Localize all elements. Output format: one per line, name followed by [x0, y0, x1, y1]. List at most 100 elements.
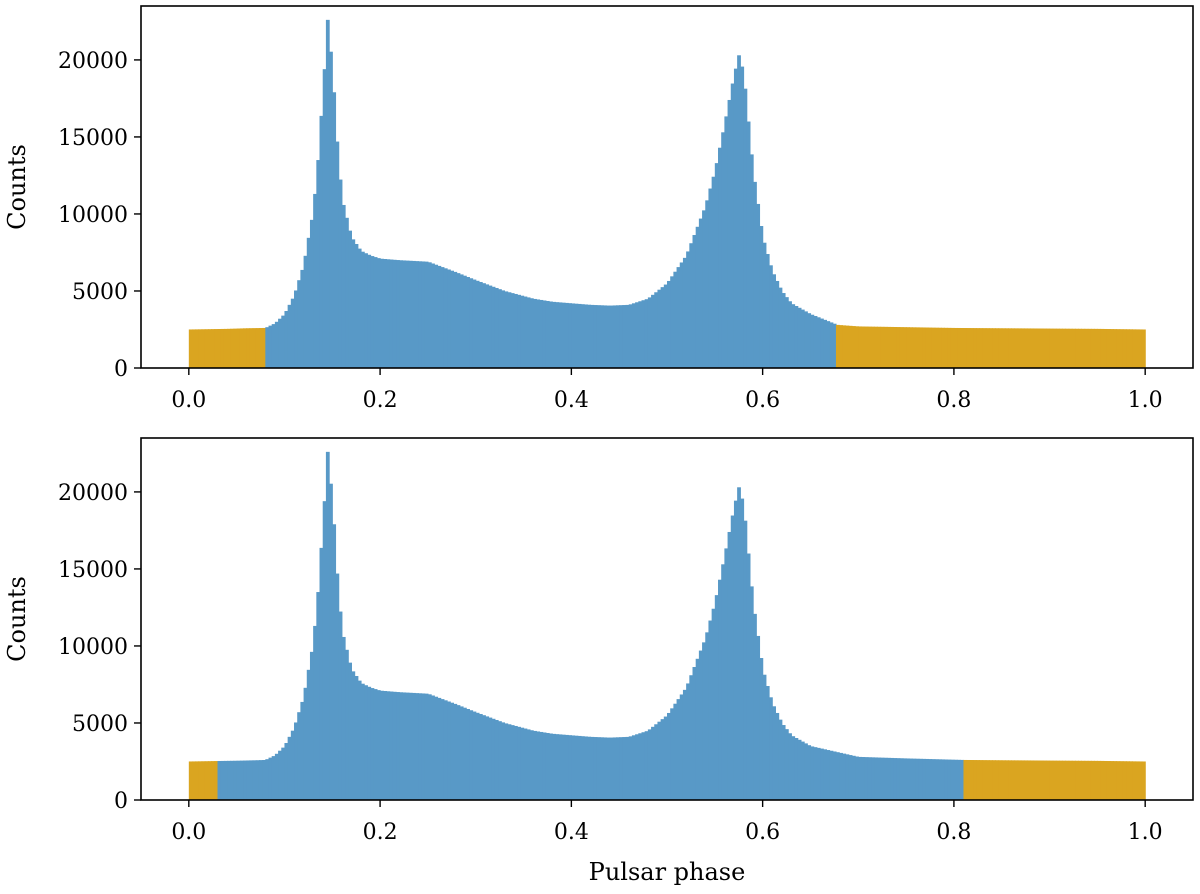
top-histogram-bin [542, 300, 547, 368]
bottom-histogram-bin [424, 693, 429, 800]
top-histogram-bin [848, 325, 853, 368]
bottom-y-ticks: 0 5000 10000 15000 20000 [58, 481, 141, 814]
bottom-histogram-bin [667, 712, 671, 800]
bottom-histogram-bin [606, 737, 611, 800]
bottom-histogram-bin [727, 531, 732, 800]
bottom-histogram-bin [329, 483, 333, 800]
bottom-x-tick-label: 0.2 [363, 820, 398, 845]
bottom-histogram-bin [577, 735, 582, 800]
bottom-histogram-bin [309, 651, 314, 800]
bottom-histogram-bin [902, 758, 907, 800]
bottom-histogram-bin [804, 743, 808, 800]
bottom-histogram-bin [498, 721, 502, 800]
bottom-histogram-bin [249, 760, 254, 800]
top-histogram-bin [504, 291, 509, 368]
bottom-histogram-bin [1033, 760, 1038, 800]
bottom-histogram-bin [906, 758, 910, 800]
bottom-histogram-bin [992, 760, 996, 800]
bottom-histogram-bin [1068, 760, 1073, 800]
bottom-histogram-bin [207, 761, 212, 800]
bottom-histogram-bin [434, 696, 439, 800]
top-histogram-bin [820, 318, 824, 368]
top-histogram-bin [255, 328, 260, 368]
bottom-histogram-bin [593, 737, 598, 800]
top-y-tick-label: 15000 [58, 126, 128, 151]
top-histogram-bin [297, 280, 301, 368]
top-histogram-bin [284, 311, 289, 368]
top-histogram-bin [861, 326, 866, 368]
top-histogram-bin [230, 328, 235, 368]
top-histogram-bin [615, 305, 620, 368]
top-histogram-bin [644, 299, 649, 368]
bottom-x-tick-label: 0.6 [745, 820, 780, 845]
bottom-histogram-bin [1055, 760, 1060, 800]
bottom-histogram-bin [462, 707, 467, 800]
top-histogram-bin [593, 305, 598, 368]
bottom-histogram-bin [1036, 760, 1041, 800]
bottom-histogram-bin [753, 613, 757, 800]
bottom-histogram-bin [724, 548, 729, 800]
top-histogram-bin [386, 259, 391, 368]
bottom-histogram-bin [204, 761, 209, 800]
bottom-y-tick-label: 10000 [58, 635, 128, 660]
bottom-histogram-bin [644, 731, 649, 800]
top-histogram-bin [201, 329, 206, 368]
bottom-histogram-bin [217, 761, 222, 800]
top-histogram-bin [482, 283, 486, 368]
bottom-histogram-bin [466, 708, 470, 800]
bottom-histogram-bin [421, 693, 426, 800]
top-histogram-bin [631, 303, 636, 368]
top-histogram-bin [329, 51, 333, 368]
top-x-tick-label: 0.0 [171, 388, 206, 413]
top-histogram-bin [1141, 329, 1146, 368]
top-histogram-bin [214, 329, 219, 368]
top-histogram-bin [947, 327, 952, 368]
bottom-histogram-bin [491, 718, 496, 800]
top-histogram-bin [523, 296, 528, 368]
top-histogram-bin [258, 328, 263, 368]
top-histogram-bin [287, 304, 292, 368]
top-histogram-bin [950, 327, 955, 368]
top-histogram-bin [360, 251, 365, 368]
bottom-histogram-bin [615, 737, 620, 800]
bottom-histogram-bin [1132, 761, 1137, 800]
bottom-histogram-bin [702, 642, 706, 800]
bottom-histogram-bin [797, 739, 802, 800]
top-histogram-bin [660, 287, 665, 368]
top-histogram-bin [590, 304, 595, 368]
top-histogram-bin [498, 289, 502, 368]
top-histogram-bin [415, 261, 419, 368]
top-histogram-bin [718, 147, 722, 368]
bottom-histogram-bin [759, 658, 764, 800]
top-histogram-bin [325, 19, 330, 369]
bottom-histogram-bin [721, 564, 725, 800]
bottom-histogram-bin [529, 730, 534, 800]
bottom-histogram-bin [297, 712, 301, 800]
bottom-histogram-bin [772, 706, 776, 800]
top-histogram-bin [322, 69, 327, 368]
bottom-histogram-bin [542, 732, 547, 800]
top-histogram-bin [402, 260, 407, 368]
bottom-histogram-bin [360, 683, 365, 800]
bottom-axes-frame [140, 437, 1194, 801]
bottom-histogram-bin [478, 713, 483, 800]
top-histogram-bin [367, 254, 372, 368]
bottom-histogram-bin [510, 725, 515, 800]
bottom-histogram-bin [348, 662, 352, 800]
bottom-histogram-bin [513, 725, 518, 800]
bottom-histogram-bin [733, 500, 738, 800]
bottom-histogram-bin [580, 736, 585, 800]
bottom-histogram-bin [813, 747, 818, 800]
bottom-histogram-bin [708, 620, 713, 800]
bottom-histogram-bin [472, 711, 477, 800]
top-histogram-bin [902, 327, 907, 368]
bottom-y-tick-label: 15000 [58, 558, 128, 583]
bottom-histogram-bin [820, 748, 824, 800]
top-histogram-bin [447, 269, 451, 368]
top-histogram-bin [1106, 329, 1111, 368]
bottom-histogram-bin [918, 758, 923, 800]
bottom-histogram-bin [437, 697, 442, 800]
bottom-histogram-bin [673, 703, 678, 800]
top-histogram-bin [1001, 328, 1006, 368]
bottom-histogram-bin [998, 760, 1003, 800]
